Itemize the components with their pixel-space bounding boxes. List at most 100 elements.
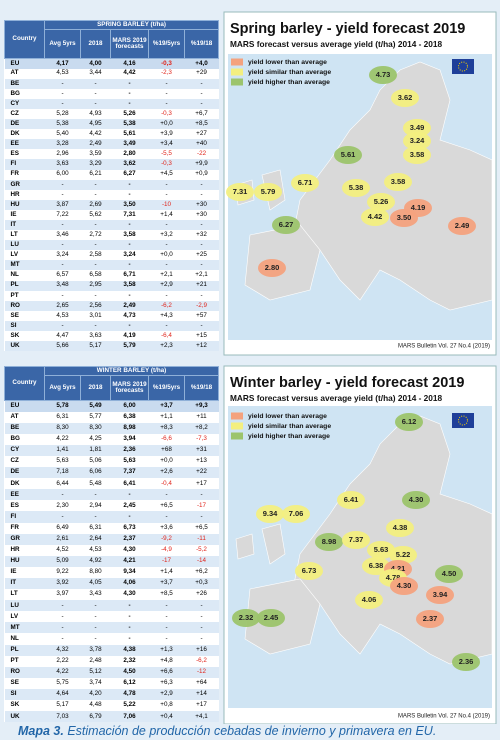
value-cell: 4,38 [110,644,149,656]
table-row: AT 4,53 3,44 4,42 -2,3 +29 [5,69,219,79]
table-row: EE 3,28 2,49 3,49 +3,4 +40 [4,139,219,150]
table-row: SI - - - - - [4,320,219,332]
country-cell: EE [4,139,45,150]
value-cell: - [184,511,219,523]
value-cell: 5,12 [80,666,111,678]
value-cell: 3,63 [89,331,102,339]
table-row: CY 1,41 1,81 2,36 +68 +31 [4,444,219,456]
value-cell: +6,2 [195,568,208,576]
caption-text: Estimación de producción cebadas de invi… [67,724,437,738]
value-cell: - [184,98,219,109]
yield-label: 6.38 [369,561,384,570]
value-cell: 7,31 [123,210,136,218]
table-row: HR - - - - - [5,190,219,200]
legend-swatch [231,422,243,430]
legend-label: yield higher than average [248,79,330,86]
table-row: FR 6,49 6,31 6,73 +3,6 +6,5 [5,523,219,534]
value-cell: - [184,260,219,271]
value-cell: - [110,179,149,190]
yield-label: 7.06 [289,509,304,518]
table-row: NL 6,57 6,58 6,71 +2,1 +2,1 [5,270,219,280]
value-cell: +12 [184,341,219,352]
yield-label: 4.42 [368,212,383,221]
value-cell: 3,58 [123,230,136,238]
value-cell: +2,9 [148,688,185,701]
country-cell: SE [10,311,19,319]
country-cell: EU [4,58,45,69]
value-cell: 6,00 [110,400,149,412]
value-cell: 2,49 [110,300,149,311]
value-cell: -5,2 [196,546,207,554]
value-cell: 5,63 [56,457,69,465]
country-cell: HU [4,555,45,567]
value-cell: -6,6 [161,435,172,443]
value-cell: 6,27 [123,170,136,178]
value-cell: -6,4 [161,331,172,339]
table-row: SE 5,75 3,74 6,12 +6,3 +64 [5,678,219,689]
map-subtitle: MARS forecast versus average yield (t/ha… [230,39,443,49]
value-cell: 6,49 [56,523,69,531]
country-area [448,217,476,235]
yield-label: 4.78 [386,573,401,582]
value-cell: 4,78 [110,688,149,701]
value-cell: 1,81 [80,444,111,456]
value-cell: 3,78 [80,644,111,656]
table-row: LV 3,24 2,58 3,24 +0,0 +25 [5,250,219,260]
value-cell: 4,32 [44,644,81,656]
country-area [291,174,319,192]
value-cell: - [110,622,149,634]
table-row: CZ 5,63 5,06 5,63 +0,0 +13 [5,456,219,467]
yield-label: 6.73 [302,566,317,575]
table-row: MT - - - - - [4,622,219,634]
value-cell: - [110,511,149,523]
table-row: IE 7,22 5,62 7,31 +1,4 +30 [5,210,219,220]
value-cell: +8,2 [184,422,219,434]
value-cell: -0,3 [161,109,172,117]
value-cell: 4,53 [56,311,69,319]
value-cell: - [148,511,185,523]
table-row: SK 5,17 4,48 5,22 +0,8 +17 [5,700,219,711]
value-cell: - [184,78,219,89]
value-cell: - [94,291,97,299]
value-cell: - [110,260,149,271]
value-cell: +17 [196,701,207,709]
value-cell: -7,3 [196,435,207,443]
value-cell: - [44,98,81,109]
country-area [391,89,419,107]
value-cell: 2,49 [80,139,111,150]
value-cell: 3,92 [44,578,81,590]
value-cell: 6,31 [89,523,102,531]
yield-label: 7.37 [349,535,364,544]
column-header: %19/18 [183,375,220,401]
country-area [369,66,397,84]
country-area [402,491,430,509]
country-area [256,505,284,523]
yield-label: 3.94 [433,590,448,599]
value-cell: +2,1 [160,271,173,279]
value-cell: -11 [184,533,219,545]
country-cell: CZ [10,457,19,465]
value-cell: 4,21 [110,555,149,567]
value-cell: - [110,240,149,251]
value-cell: - [148,98,185,109]
value-cell: +3,7 [148,400,185,412]
country-cell: PL [4,280,45,291]
map-credit: MARS Bulletin Vol. 27 No.4 (2019) [398,714,490,720]
yield-label: 4.30 [409,495,424,504]
yield-label: 5.61 [341,150,356,159]
country-cell: LV [10,251,19,259]
eu-flag [452,59,474,74]
value-cell: -14 [184,555,219,567]
value-cell: - [44,220,81,231]
country-area [367,193,395,211]
land [235,533,255,560]
value-cell: - [80,320,111,332]
value-cell: 3,74 [89,679,102,687]
value-cell: - [94,634,97,642]
value-cell: 5,22 [123,701,136,709]
table-row: GR - - - - - [4,179,219,190]
value-cell: - [128,612,131,620]
value-cell: -9,2 [148,533,185,545]
column-header: Avg 5yrs [44,375,81,401]
country-cell: PL [4,644,45,656]
